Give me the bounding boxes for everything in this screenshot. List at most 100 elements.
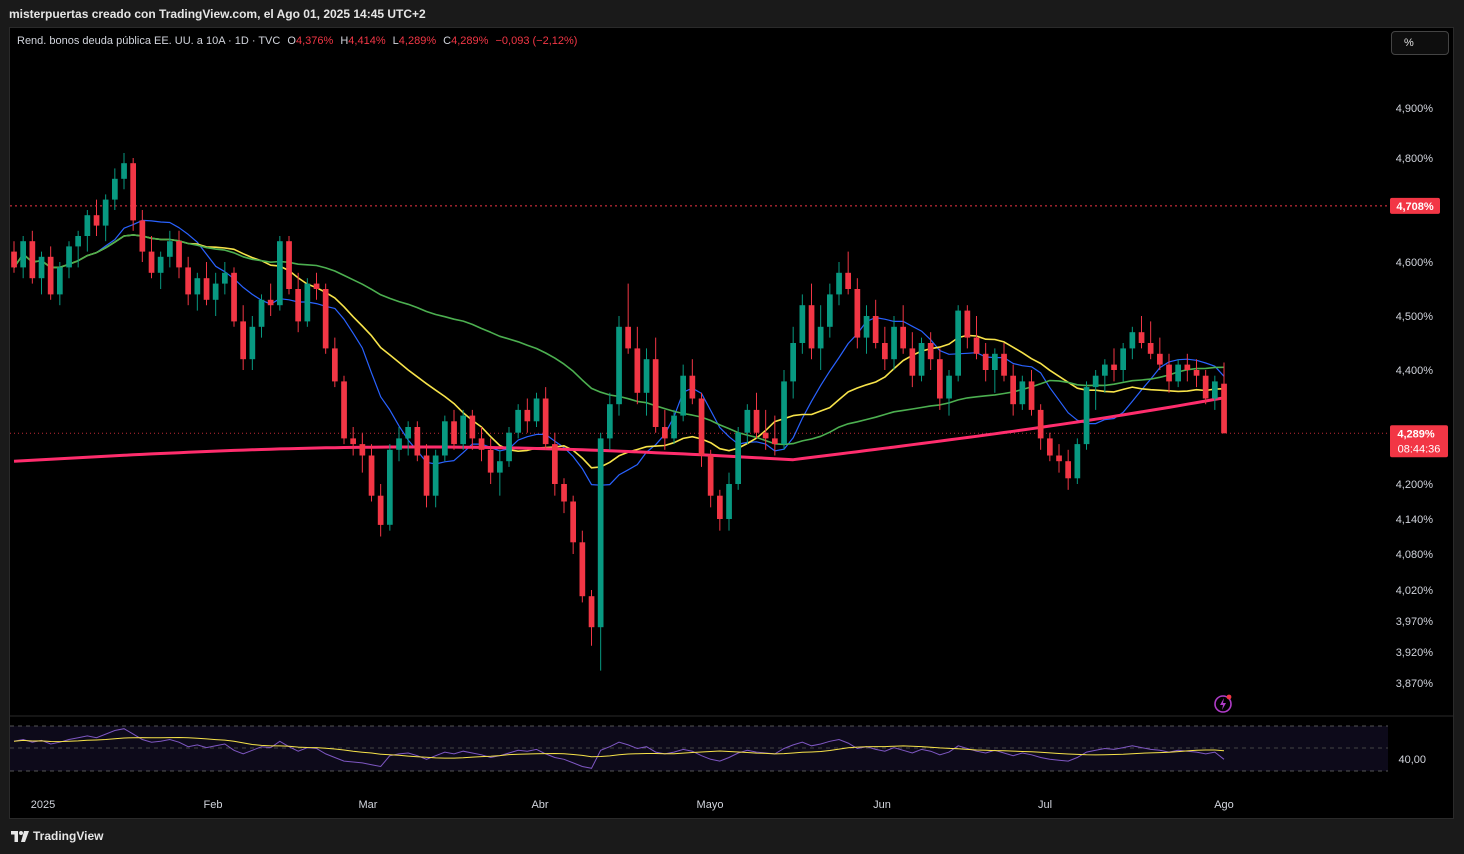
- countdown-text: 08:44:36: [1398, 443, 1441, 455]
- candle-down: [93, 215, 100, 226]
- candle-down: [1001, 353, 1007, 376]
- candle-up: [1092, 375, 1099, 388]
- rsi-axis-label: 40,00: [1398, 754, 1426, 766]
- candle-down: [707, 455, 714, 496]
- candle-down: [313, 283, 320, 289]
- change-value: −0,093 (−2,12%): [495, 35, 578, 47]
- y-tick-label: 4,200%: [1396, 479, 1434, 491]
- candle-down: [542, 398, 549, 445]
- candle-up: [222, 272, 228, 284]
- candle-up: [781, 381, 787, 445]
- candle-down: [1010, 375, 1016, 405]
- candle-up: [304, 283, 311, 322]
- candle-up: [167, 241, 173, 257]
- candle-down: [1202, 375, 1209, 399]
- candle-down: [286, 241, 292, 289]
- candle-down: [414, 427, 421, 456]
- candle-up: [157, 256, 164, 273]
- resistance-badge: [1390, 197, 1440, 214]
- candle-up: [258, 299, 265, 327]
- candle-down: [29, 241, 36, 279]
- candle-down: [982, 353, 989, 370]
- candle-up: [616, 326, 622, 405]
- candle-down: [698, 398, 705, 456]
- candle-up: [57, 267, 63, 295]
- last-price-badge: [1390, 425, 1448, 458]
- candle-up: [955, 310, 961, 376]
- candle-down: [1166, 364, 1172, 382]
- x-tick-label: Mar: [359, 799, 378, 811]
- candle-up: [671, 415, 677, 439]
- candle-down: [964, 310, 971, 338]
- candle-up: [515, 409, 521, 433]
- candle-up: [1175, 364, 1181, 382]
- candle-down: [1157, 353, 1163, 365]
- candle-down: [148, 251, 155, 273]
- candle-up: [744, 409, 751, 433]
- x-tick-label: Jul: [1038, 799, 1052, 811]
- candle-up: [432, 455, 439, 496]
- candle-down: [240, 321, 246, 360]
- high-value: 4,414%: [348, 35, 386, 47]
- open-label: O: [287, 35, 296, 47]
- candle-down: [11, 251, 17, 268]
- candle-down: [762, 432, 769, 439]
- candle-down: [808, 305, 815, 349]
- candle-up: [1120, 348, 1126, 370]
- candle-down: [423, 455, 430, 496]
- x-tick-label: Mayo: [697, 799, 724, 811]
- candle-up: [84, 215, 91, 236]
- y-tick-label: 4,020%: [1396, 585, 1434, 597]
- candle-up: [891, 326, 897, 360]
- lightning-alert-icon[interactable]: [1213, 693, 1233, 713]
- candle-down: [176, 241, 182, 268]
- ma-200-line: [13, 396, 1225, 463]
- candle-up: [194, 278, 201, 295]
- candle-down: [1184, 364, 1191, 370]
- candle-up: [38, 256, 45, 279]
- y-tick-label: 3,870%: [1396, 678, 1434, 690]
- candle-down: [937, 359, 943, 399]
- candle-up: [277, 241, 283, 306]
- tradingview-logo-icon: [11, 830, 29, 842]
- candle-down: [561, 484, 567, 502]
- candle-down: [487, 449, 494, 473]
- candle-down: [478, 438, 485, 450]
- candle-down: [552, 444, 558, 484]
- candle-down: [341, 381, 347, 439]
- y-tick-label: 4,140%: [1396, 514, 1434, 526]
- symbol-legend[interactable]: Rend. bonos deuda pública EE. UU. a 10A …: [17, 35, 577, 47]
- candle-down: [872, 316, 879, 343]
- chart-frame: [9, 27, 1454, 819]
- candle-up: [827, 294, 833, 327]
- candle-up: [387, 449, 393, 525]
- x-tick-label: Abr: [531, 799, 548, 811]
- candle-up: [212, 283, 219, 300]
- y-tick-label: 4,080%: [1396, 549, 1434, 561]
- candle-up: [863, 316, 870, 338]
- candle-down: [377, 495, 384, 525]
- candle-down: [1147, 343, 1154, 354]
- low-value: 4,289%: [398, 35, 437, 47]
- y-tick-label: 4,600%: [1396, 257, 1434, 269]
- candle-down: [909, 348, 916, 376]
- candle-down: [185, 267, 191, 295]
- y-tick-label: 4,400%: [1396, 365, 1434, 377]
- candle-down: [689, 375, 696, 399]
- candle-down: [139, 220, 146, 252]
- unit-selector[interactable]: %: [1391, 31, 1449, 55]
- close-value: 4,289%: [451, 35, 489, 47]
- candle-down: [588, 596, 595, 628]
- x-tick-label: Feb: [204, 799, 223, 811]
- candle-down: [368, 455, 375, 496]
- candle-down: [772, 438, 778, 445]
- candle-up: [497, 461, 503, 473]
- candle-down: [130, 163, 136, 221]
- candle-up: [460, 415, 466, 445]
- candle-up: [1129, 332, 1136, 349]
- high-label: H: [340, 35, 349, 47]
- candle-down: [652, 359, 659, 427]
- candle-up: [643, 359, 650, 393]
- candle-up: [726, 484, 732, 519]
